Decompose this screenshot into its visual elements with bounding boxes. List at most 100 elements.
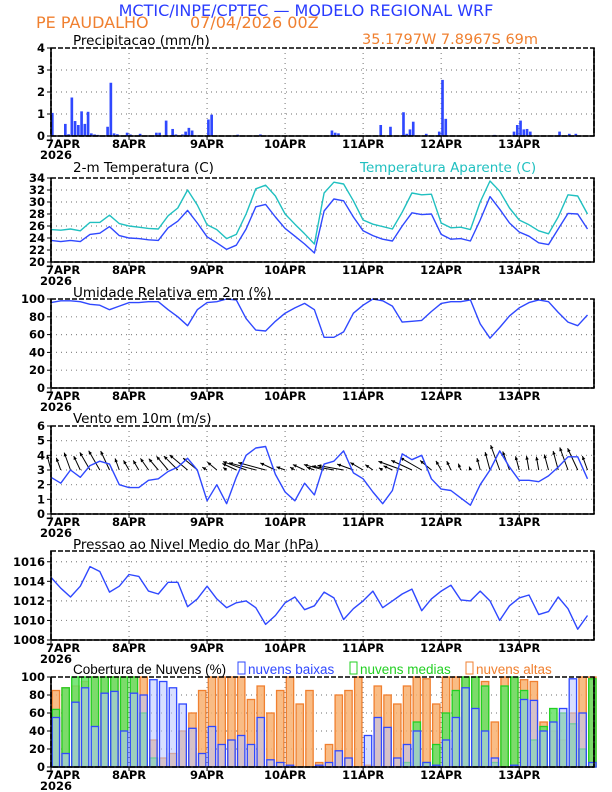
precip-bar [525, 128, 529, 136]
precip-ytick-label: 2 [37, 85, 45, 99]
wind-xtick-label: 12APR [420, 515, 462, 529]
cloud-bar-nuvens-baixas [470, 707, 480, 768]
wind-vector-head [156, 456, 161, 461]
hum-ytick-label: 60 [29, 328, 45, 342]
cloud-bar-nuvens-altas [266, 712, 275, 768]
precip-ytick-label: 4 [37, 41, 45, 55]
precip-bar [83, 123, 87, 136]
temp-xtick-label: 10APR [264, 263, 306, 277]
wind-vector [169, 454, 188, 471]
wind-year-label: 2026 [40, 526, 72, 540]
wind-vector-head [222, 461, 227, 465]
pres-xtick-label: 11APR [342, 641, 384, 655]
precip-bar [125, 132, 129, 136]
cloud-bar-nuvens-baixas [519, 698, 529, 768]
wind-vector [559, 447, 569, 471]
cloud-bar-nuvens-baixas [119, 730, 129, 768]
cloud-bar-nuvens-medias [510, 676, 519, 768]
cloud-ytick-label: 20 [29, 742, 45, 756]
wind-vector-head [535, 456, 539, 461]
cloud-bar-nuvens-baixas [110, 690, 119, 768]
cloud-bar-nuvens-baixas [51, 716, 61, 768]
precip-bar [512, 131, 516, 136]
wind-vector-head [202, 467, 207, 471]
wind-vector-head [350, 462, 355, 466]
precip-bar [528, 131, 532, 136]
cloud-panel: 0 20 40 60 80 100 7APR 8APR 9APR 10APR 11APR 12APR 1… [21, 670, 597, 792]
cloud-bar-nuvens-baixas [461, 687, 470, 768]
wind-vector [88, 450, 101, 471]
wind-vector-head [365, 464, 370, 469]
temp-xtick-label: 12APR [420, 263, 462, 277]
cloud-bar-nuvens-baixas [373, 716, 383, 768]
cloud-bar-nuvens-baixas [188, 727, 197, 768]
cloud-bar-nuvens-baixas [90, 725, 100, 768]
temp-ytick-label: 30 [29, 195, 45, 209]
hum-ytick-label: 0 [37, 381, 45, 395]
cloud-bar-nuvens-baixas [402, 743, 412, 768]
hum-xtick-label: 7APR [46, 389, 80, 403]
wind-line-velocidade [50, 445, 589, 506]
cloud-bar-nuvens-baixas [334, 750, 344, 768]
precip-bar [184, 131, 187, 136]
hum-panel: 0 20 40 60 80 100 7APR 8APR 9APR 10APR 11APR 12APR 1… [21, 292, 595, 414]
hum-ytick-label: 80 [29, 310, 45, 324]
temp-xtick-label: 13APR [498, 263, 540, 277]
hum-frame [50, 298, 595, 389]
wind-ytick-label: 3 [37, 463, 45, 477]
cloud-bar-nuvens-baixas [266, 759, 275, 768]
legend-mid-cloud: nuvens medias [360, 662, 451, 677]
pres-line-pressao [50, 565, 589, 630]
wind-vector-head [514, 456, 519, 461]
precip-bar [441, 79, 444, 136]
wind-vector-head [582, 456, 586, 461]
hum-xtick-label: 13APR [498, 389, 540, 403]
cloud-title: Cobertura de Nuvens (%) [73, 662, 226, 677]
cloud-bar-nuvens-baixas [392, 757, 402, 768]
header-title: MCTIC/INPE/CPTEC — MODELO REGIONAL WRF [119, 1, 494, 20]
cloud-bar-nuvens-altas [305, 689, 314, 768]
temp-ytick-label: 22 [29, 243, 45, 257]
hum-xtick-label: 9APR [190, 389, 224, 403]
cloud-bar-nuvens-altas [353, 676, 363, 768]
temp-ytick-label: 34 [29, 171, 45, 185]
precip-bar [86, 111, 90, 136]
hum-ytick-label: 100 [21, 292, 45, 306]
precip-bar [424, 133, 428, 136]
wind-vector-head [567, 448, 571, 453]
wind-vector-head [383, 465, 388, 469]
hum-year-label: 2026 [40, 400, 72, 414]
wind-vector-head [552, 450, 556, 455]
cloud-bar-nuvens-baixas [246, 743, 256, 768]
wind-vector-head [79, 452, 84, 457]
apparent-temp-legend: Temperatura Aparente (C) [359, 160, 536, 176]
wind-vector-head [525, 456, 529, 460]
cloud-bar-nuvens-altas [422, 678, 431, 768]
precip-bar [337, 133, 340, 136]
cloud-xtick-label: 9APR [190, 768, 224, 782]
precip-bar [155, 132, 158, 136]
wind-vector-head [317, 464, 322, 468]
precip-bar [109, 82, 113, 136]
wind-vector-head [435, 460, 440, 465]
precip-ytick-label: 0 [37, 129, 45, 143]
wind-xtick-label: 7APR [46, 515, 80, 529]
precip-title: Precipitacao (mm/h) [73, 33, 210, 49]
precip-ytick-label: 3 [37, 63, 45, 77]
pres-xtick-label: 12APR [420, 641, 462, 655]
cloud-bar-nuvens-baixas [71, 701, 80, 768]
precip-bar [64, 123, 67, 136]
wind-marks [46, 444, 589, 506]
cloud-bar-nuvens-baixas [129, 692, 139, 768]
precip-bar [519, 120, 522, 136]
cloud-year-label: 2026 [40, 779, 72, 792]
legend-mid-cloud-swatch [349, 661, 358, 675]
wind-vector-head [123, 460, 127, 465]
wind-xtick-label: 9APR [190, 515, 224, 529]
precip-bar [112, 133, 116, 136]
precip-xtick-label: 8APR [112, 137, 146, 151]
cloud-bar-nuvens-baixas [149, 679, 158, 768]
hum-line-umidade-relativa [50, 298, 589, 339]
wind-vector-head [169, 454, 174, 459]
